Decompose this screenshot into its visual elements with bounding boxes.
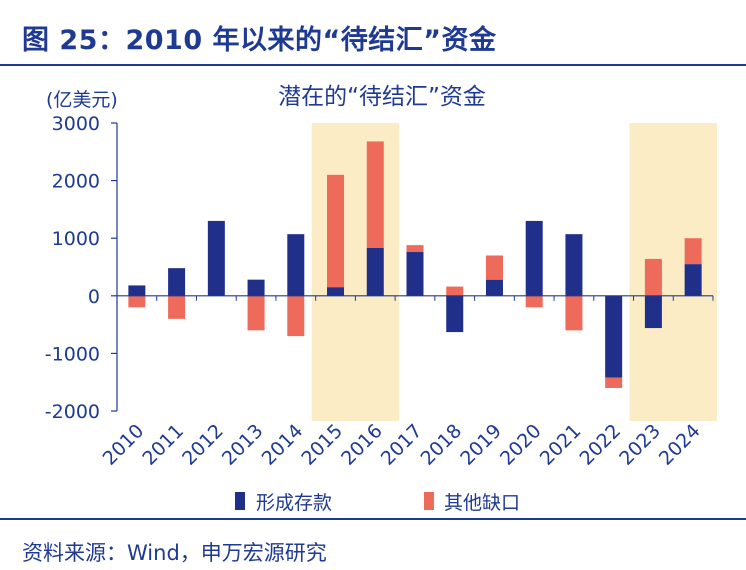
bar-deposit-2021 [565, 234, 583, 296]
x-tick-label: 2017 [377, 420, 427, 470]
x-tick-label: 2019 [456, 420, 506, 470]
y-tick-label: 0 [88, 286, 100, 308]
title-divider [0, 64, 746, 66]
y-tick-label: -2000 [45, 401, 100, 423]
y-tick-label: 3000 [52, 113, 100, 135]
bar-deposit-2011 [168, 268, 186, 296]
bar-deposit-2015 [327, 287, 345, 296]
bar-deposit-2017 [406, 252, 424, 296]
source-note: 资料来源：Wind，申万宏源研究 [22, 541, 327, 565]
bar-other-gap-2023 [644, 258, 662, 296]
x-tick-label: 2013 [218, 420, 268, 470]
x-tick-label: 2021 [536, 420, 586, 470]
bar-deposit-2019 [485, 279, 503, 296]
bar-deposit-2018 [446, 295, 464, 333]
bar-other-gap-2021 [565, 295, 583, 331]
bar-other-gap-2015 [327, 174, 345, 288]
legend-label-deposit: 形成存款 [256, 492, 332, 514]
bar-deposit-2010 [128, 285, 146, 296]
bar-other-gap-2022 [605, 377, 623, 388]
y-axis-unit-label: (亿美元) [46, 89, 118, 111]
highlight-band-2023-2024 [629, 123, 717, 421]
bar-other-gap-2013 [247, 295, 265, 331]
x-tick-labels: 2010201120122013201420152016201720182019… [99, 420, 705, 470]
x-tick-label: 2023 [615, 420, 665, 470]
bar-deposit-2023 [644, 295, 662, 329]
bar-other-gap-2017 [406, 245, 424, 253]
bar-deposit-2022 [605, 295, 623, 378]
x-tick-label: 2015 [297, 420, 347, 470]
bar-other-gap-2020 [525, 295, 543, 308]
bar-other-gap-2011 [168, 295, 186, 319]
bar-deposit-2016 [366, 247, 384, 296]
bar-other-gap-2018 [446, 286, 464, 296]
bar-deposit-2012 [207, 220, 225, 296]
bar-other-gap-2024 [684, 238, 702, 265]
bar-other-gap-2019 [485, 255, 503, 280]
legend-swatch-deposit [235, 492, 245, 510]
bar-deposit-2014 [287, 234, 305, 296]
x-tick-label: 2011 [138, 420, 188, 470]
x-tick-label: 2012 [178, 420, 228, 470]
x-tick-label: 2022 [575, 420, 625, 470]
x-tick-label: 2010 [99, 420, 149, 470]
legend-label-other-gap: 其他缺口 [444, 492, 520, 514]
legend: 形成存款 其他缺口 [235, 492, 520, 514]
bar-deposit-2013 [247, 279, 265, 296]
source-divider [0, 518, 746, 520]
y-tick-labels: 3000 2000 1000 0 -1000 -2000 [45, 113, 100, 423]
y-tick-label: 1000 [52, 228, 100, 250]
x-tick-label: 2024 [655, 420, 705, 470]
x-tick-label: 2016 [337, 420, 387, 470]
y-tick-label: -1000 [45, 343, 100, 365]
bar-other-gap-2014 [287, 295, 305, 337]
bar-deposit-2024 [684, 264, 702, 296]
chart-title: 潜在的“待结汇”资金 [278, 84, 486, 110]
bars-layer [128, 141, 702, 388]
x-tick-label: 2014 [258, 420, 308, 470]
legend-swatch-other-gap [424, 492, 434, 510]
bar-deposit-2020 [525, 220, 543, 296]
y-tick-label: 2000 [52, 171, 100, 193]
axis-layer [111, 122, 714, 412]
bar-other-gap-2016 [366, 141, 384, 248]
highlight-layer [311, 123, 717, 421]
x-tick-label: 2020 [496, 420, 546, 470]
highlight-band-2015-2016 [311, 123, 400, 421]
figure-title: 图 25：2010 年以来的“待结汇”资金 [22, 25, 497, 56]
bar-other-gap-2010 [128, 295, 146, 308]
x-tick-label: 2018 [417, 420, 467, 470]
